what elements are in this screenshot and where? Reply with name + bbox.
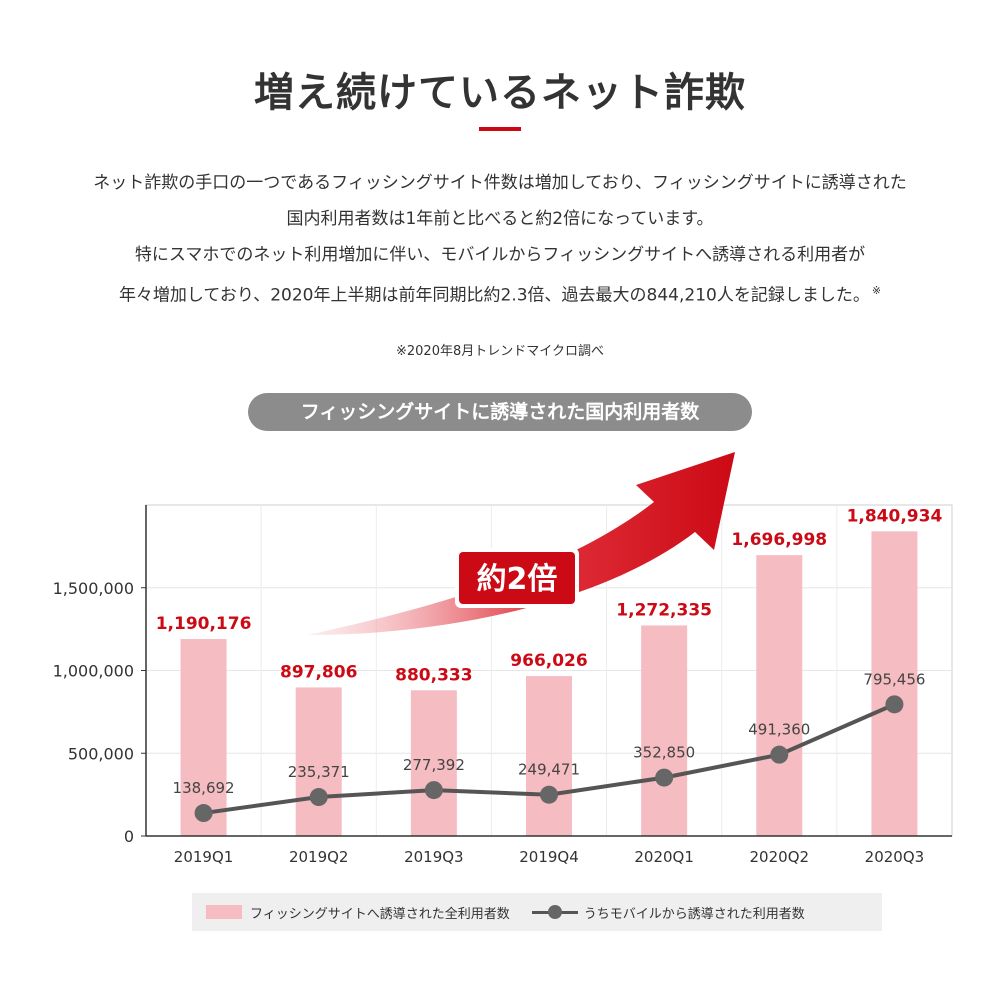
- bar-value-label: 1,272,335: [616, 600, 712, 620]
- line-value-label: 352,850: [633, 744, 695, 762]
- line-value-label: 249,471: [518, 761, 580, 779]
- bar: [410, 690, 457, 836]
- source-note: ※2020年8月トレンドマイクロ調べ: [396, 344, 604, 359]
- intro-paragraph: ネット詐欺の手口の一つであるフィッシングサイト件数は増加しており、フィッシングサ…: [0, 165, 1000, 314]
- line-series: [194, 695, 904, 823]
- bar: [526, 676, 572, 836]
- line-point: [770, 745, 789, 764]
- bar-value-labels: 1,190,176 897,806 880,333 966,026 1,272,335 1…: [156, 506, 943, 685]
- x-tick-label: 2019Q1: [174, 848, 234, 866]
- line-value-label: 235,371: [288, 763, 350, 781]
- paragraph-line-4-text: 年々増加しており、2020年上半期は前年同期比約2.3倍、過去最大の844,21…: [118, 285, 870, 306]
- x-axis: 2019Q1 2019Q2 2019Q3 2019Q4 2020Q1 2020Q2 2020…: [146, 835, 952, 866]
- bar-series: [180, 531, 918, 836]
- line-point: [655, 768, 674, 787]
- line-value-label: 491,360: [748, 721, 810, 739]
- paragraph-line-1: ネット詐欺の手口の一つであるフィッシングサイト件数は増加しており、フィッシングサ…: [93, 173, 907, 193]
- line-value-label: 795,456: [863, 670, 925, 688]
- x-tick-label: 2020Q3: [865, 848, 925, 866]
- line-value-labels: 138,692 235,371 277,392 249,471 352,850 491,3…: [173, 670, 926, 797]
- bar-value-label: 1,190,176: [156, 614, 252, 634]
- chart-area: 1,190,176 897,806 880,333 966,026 1,272,335 1…: [53, 452, 953, 866]
- line-value-label: 277,392: [403, 756, 465, 774]
- legend-bar-swatch: [206, 905, 242, 919]
- bar-value-label: 897,806: [280, 662, 357, 682]
- bar-value-label: 1,696,998: [731, 530, 827, 550]
- bar: [871, 531, 918, 836]
- line-value-label: 138,692: [173, 779, 235, 797]
- line-point: [309, 788, 328, 807]
- annotation-badge: 約2倍: [455, 548, 579, 608]
- y-tick-label: 500,000: [68, 744, 134, 763]
- bar: [295, 687, 342, 836]
- bar-value-label: 880,333: [395, 665, 472, 685]
- x-tick-label: 2020Q1: [634, 848, 694, 866]
- y-axis: 0 500,000 1,000,000 1,500,000: [53, 505, 147, 846]
- x-tick-label: 2019Q4: [519, 848, 579, 866]
- bar: [180, 639, 227, 836]
- y-tick-label: 1,000,000: [53, 662, 134, 681]
- x-tick-label: 2019Q2: [289, 848, 349, 866]
- bar-value-label: 1,840,934: [847, 506, 943, 526]
- footnote-mark: ※: [871, 284, 882, 297]
- page-title: 増え続けているネット詐欺: [254, 70, 746, 116]
- chart-title: フィッシングサイトに誘導された国内利用者数: [248, 393, 752, 431]
- bar-value-label: 966,026: [510, 651, 587, 671]
- bar: [756, 555, 803, 836]
- annotation-badge-fill: [459, 552, 575, 604]
- paragraph-line-2: 国内利用者数は1年前と比べると約2倍になっています。: [286, 209, 714, 229]
- legend-bar-label: フィッシングサイトへ誘導された全利用者数: [250, 906, 510, 922]
- x-tick-label: 2020Q2: [750, 848, 810, 866]
- line-point: [885, 695, 904, 714]
- paragraph-line-3: 特にスマホでのネット利用増加に伴い、モバイルからフィッシングサイトへ誘導される利…: [134, 245, 866, 265]
- y-tick-label: 1,500,000: [53, 579, 134, 598]
- y-tick-label: 0: [124, 827, 134, 846]
- legend-line-marker: [531, 905, 578, 919]
- bar: [641, 625, 688, 836]
- line-point: [540, 785, 558, 804]
- line-point: [194, 804, 213, 823]
- legend-line-label: うちモバイルから誘導された利用者数: [583, 906, 805, 922]
- paragraph-line-4: 年々増加しており、2020年上半期は前年同期比約2.3倍、過去最大の844,21…: [0, 273, 1000, 314]
- chart-legend: フィッシングサイトへ誘導された全利用者数 うちモバイルから誘導された利用者数: [192, 893, 882, 931]
- annotation-label: 約2倍: [477, 562, 558, 597]
- line-point: [424, 781, 443, 800]
- title-underline: [479, 127, 521, 131]
- x-tick-label: 2019Q3: [404, 848, 464, 866]
